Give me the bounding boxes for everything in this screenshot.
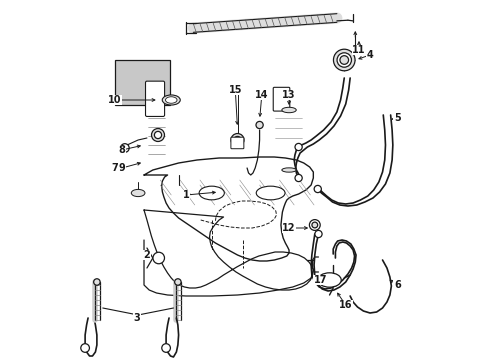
Ellipse shape [256, 186, 285, 200]
Circle shape [81, 344, 89, 352]
Circle shape [313, 185, 321, 193]
Circle shape [294, 143, 302, 150]
Circle shape [174, 279, 181, 285]
Text: 9: 9 [118, 163, 125, 173]
Text: 3: 3 [133, 313, 140, 323]
Circle shape [336, 53, 351, 67]
Circle shape [151, 129, 164, 141]
Text: 6: 6 [393, 280, 400, 290]
Text: 2: 2 [143, 250, 150, 260]
Text: 12: 12 [282, 223, 295, 233]
Text: 10: 10 [107, 95, 121, 105]
Ellipse shape [131, 189, 144, 197]
Text: 4: 4 [366, 50, 373, 60]
FancyBboxPatch shape [145, 81, 164, 116]
FancyBboxPatch shape [230, 137, 244, 149]
Text: 14: 14 [255, 90, 268, 100]
Text: 7: 7 [111, 163, 118, 173]
Ellipse shape [317, 273, 341, 287]
Text: 11: 11 [351, 45, 365, 55]
Circle shape [256, 121, 263, 129]
Circle shape [154, 131, 161, 139]
FancyBboxPatch shape [273, 87, 289, 111]
Circle shape [314, 230, 322, 238]
Circle shape [333, 49, 354, 71]
Circle shape [233, 136, 241, 144]
Text: 5: 5 [393, 113, 400, 123]
Circle shape [153, 252, 164, 264]
Ellipse shape [199, 186, 224, 200]
Ellipse shape [162, 95, 180, 105]
Text: 15: 15 [228, 85, 242, 95]
Text: 13: 13 [282, 90, 295, 100]
Circle shape [230, 134, 244, 147]
Text: 16: 16 [338, 300, 352, 310]
Text: 8: 8 [118, 145, 125, 155]
Circle shape [162, 344, 170, 352]
Circle shape [294, 174, 302, 181]
Circle shape [339, 56, 348, 64]
Ellipse shape [281, 168, 296, 172]
Ellipse shape [165, 97, 177, 103]
Ellipse shape [281, 107, 296, 113]
Circle shape [94, 279, 100, 285]
Circle shape [121, 144, 129, 152]
FancyBboxPatch shape [114, 60, 170, 105]
Text: 1: 1 [182, 190, 189, 200]
Circle shape [311, 222, 317, 228]
Circle shape [309, 220, 320, 230]
Text: 17: 17 [313, 275, 327, 285]
